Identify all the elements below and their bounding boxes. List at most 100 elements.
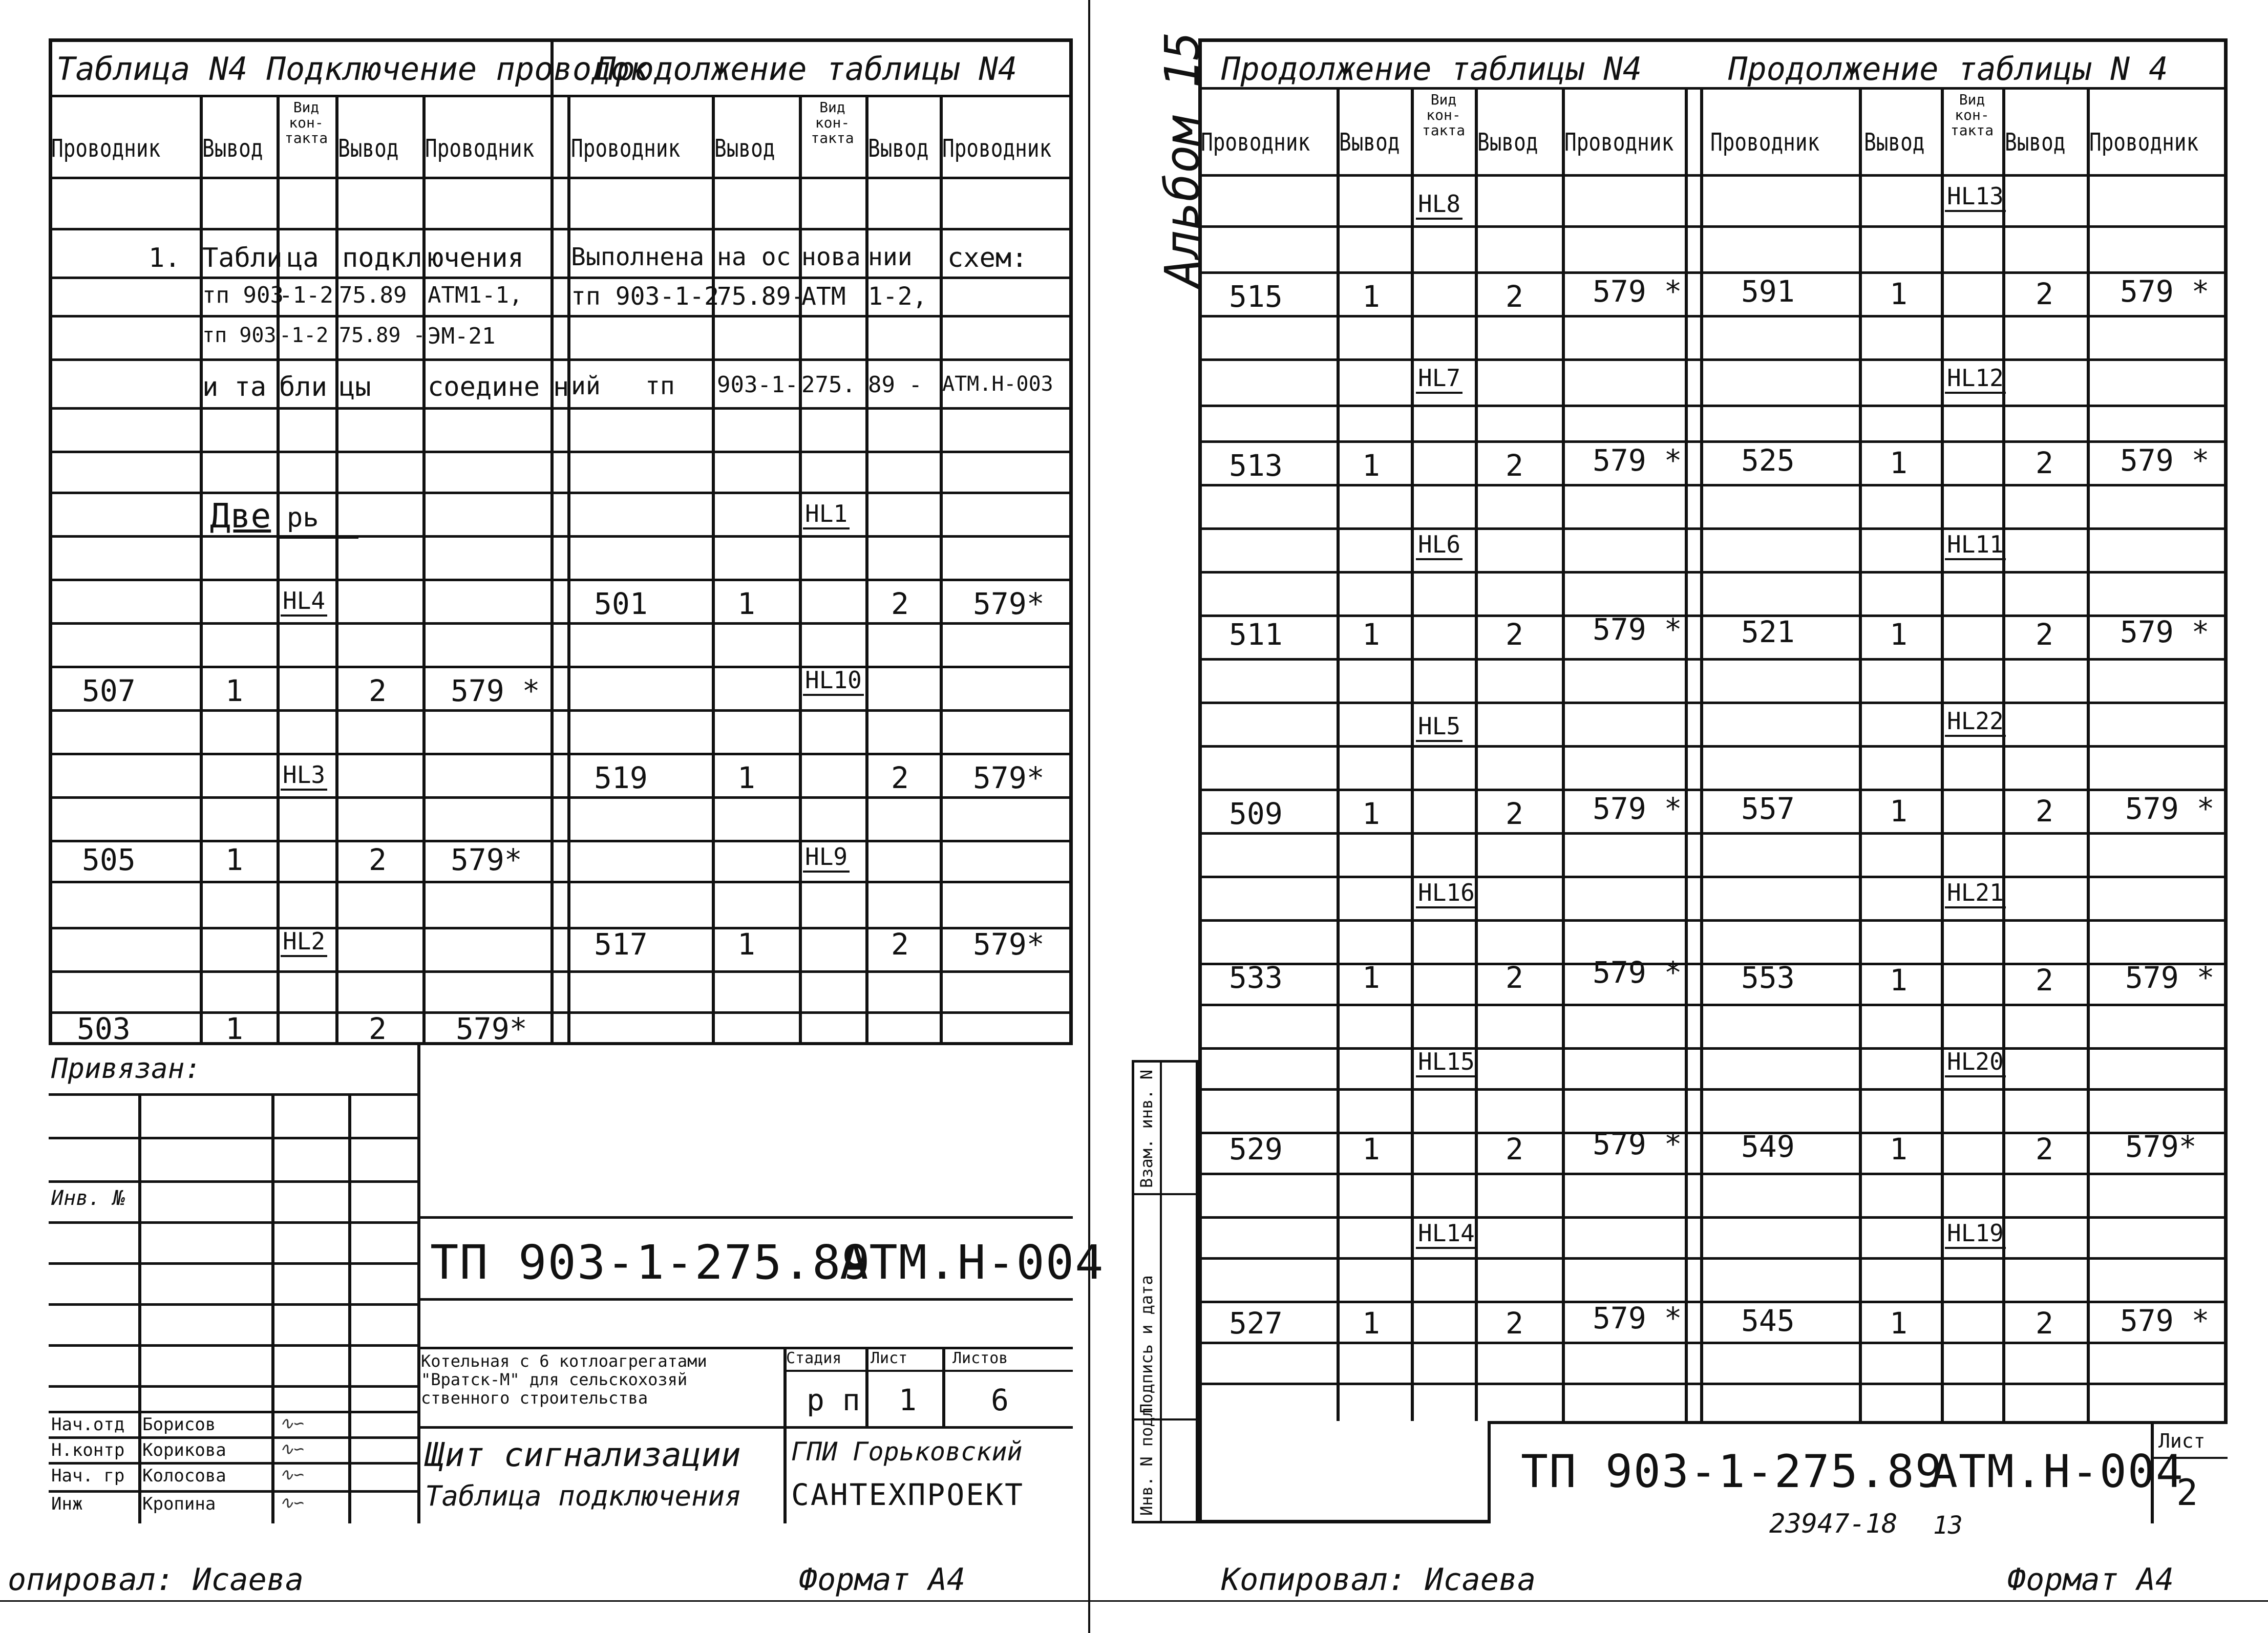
rule bbox=[2087, 87, 2090, 1421]
rule bbox=[1411, 87, 1414, 1421]
sheet-number: 2 bbox=[2176, 1472, 2198, 1514]
rule bbox=[200, 95, 203, 1042]
terminal-cell: 1 bbox=[1362, 796, 1380, 831]
hdr-conductor: Проводник bbox=[1564, 128, 1674, 157]
conductor-cell: 505 bbox=[82, 842, 136, 877]
rule bbox=[49, 1411, 417, 1413]
rule bbox=[49, 1462, 417, 1465]
conductor-cell: 501 bbox=[594, 586, 648, 621]
note-text: ЭМ-21 bbox=[428, 323, 496, 349]
rule bbox=[1198, 1383, 2228, 1385]
terminal-cell: 2 bbox=[1506, 796, 1523, 831]
rule bbox=[49, 95, 1073, 97]
rule bbox=[1198, 745, 2228, 748]
org-line-1: ГПИ Горьковский bbox=[791, 1437, 1023, 1467]
note-text: схем: bbox=[947, 243, 1028, 273]
sheet-value: 1 bbox=[899, 1383, 917, 1417]
hl-label: HL3 bbox=[281, 763, 328, 791]
rule bbox=[1198, 225, 2228, 228]
conductor-cell: 507 bbox=[82, 673, 136, 708]
terminal-cell: 2 bbox=[2036, 277, 2053, 311]
note-text: 75.89 - bbox=[339, 324, 426, 347]
rule bbox=[49, 492, 1073, 494]
dest-cell: 579 * bbox=[2120, 274, 2210, 309]
terminal-cell: 1 bbox=[1362, 448, 1380, 483]
rule bbox=[1198, 702, 2228, 704]
dest-cell: 579* bbox=[456, 1011, 527, 1046]
stamp-role: Инж bbox=[51, 1494, 83, 1514]
conductor-cell: 549 bbox=[1741, 1129, 1795, 1164]
hdr-conductor: Проводник bbox=[571, 134, 681, 163]
stamp-block bbox=[49, 1042, 1073, 1526]
terminal-cell: 1 bbox=[737, 760, 755, 795]
rule bbox=[799, 95, 802, 1042]
rule bbox=[1198, 1257, 2228, 1260]
rule bbox=[49, 970, 1073, 973]
note-text: -1-2 bbox=[279, 282, 333, 308]
hdr-contact-type: Вид кон-такта bbox=[1422, 91, 1466, 139]
dest-cell: 579* bbox=[973, 586, 1045, 621]
rule bbox=[1160, 1060, 1162, 1523]
hl-label: HL15 bbox=[1416, 1050, 1477, 1077]
note-text: цы bbox=[339, 372, 371, 402]
terminal-cell: 1 bbox=[1362, 617, 1380, 652]
footer-copied: Копировал: Исаева bbox=[1221, 1562, 1536, 1598]
rule bbox=[49, 1221, 417, 1224]
rule bbox=[2151, 1421, 2154, 1523]
side-label-replace: Взам. инв. N bbox=[1137, 1069, 1156, 1188]
rule bbox=[422, 95, 426, 1042]
sheets-value: 6 bbox=[991, 1383, 1009, 1417]
hdr-contact-type: Вид кон-такта bbox=[811, 99, 854, 146]
conductor-cell: 545 bbox=[1741, 1303, 1795, 1338]
note-text: АТМ bbox=[801, 282, 846, 311]
terminal-cell: 2 bbox=[891, 760, 909, 795]
rule bbox=[1198, 1173, 2228, 1175]
note-text: 89 - bbox=[868, 372, 922, 398]
note-text: АТМ1-1, bbox=[428, 282, 523, 308]
page-separator bbox=[1088, 0, 1090, 1633]
note-text: подкл bbox=[342, 243, 422, 273]
rule bbox=[277, 537, 358, 539]
rule bbox=[1198, 527, 2228, 530]
rule bbox=[1132, 1418, 1198, 1420]
rule bbox=[1198, 87, 2228, 90]
hdr-terminal: Вывод bbox=[202, 134, 263, 163]
terminal-cell: 1 bbox=[1890, 446, 1907, 480]
doc-code: ТП 903-1-275.89 bbox=[430, 1235, 871, 1290]
signature-icon: ∿∽ bbox=[279, 1493, 304, 1513]
rule bbox=[550, 38, 554, 1042]
terminal-cell: 1 bbox=[1362, 1132, 1380, 1167]
hl-label: HL14 bbox=[1416, 1221, 1477, 1249]
terminal-cell: 2 bbox=[1506, 279, 1523, 314]
note-text: Табли bbox=[202, 243, 283, 273]
rule bbox=[49, 753, 1073, 755]
terminal-cell: 1 bbox=[1890, 963, 1907, 998]
archive-number-2: 13 bbox=[1933, 1511, 1963, 1540]
stage-label: Стадия bbox=[786, 1349, 842, 1367]
hl-label: HL11 bbox=[1945, 533, 2006, 560]
rule bbox=[348, 1093, 351, 1523]
rule bbox=[1198, 1088, 2228, 1091]
terminal-cell: 2 bbox=[1506, 1132, 1523, 1167]
terminal-cell: 2 bbox=[369, 842, 387, 877]
conductor-cell: 553 bbox=[1741, 960, 1795, 995]
note-text: 275. bbox=[801, 372, 856, 398]
rule bbox=[49, 709, 1073, 712]
conductor-cell: 515 bbox=[1229, 279, 1283, 314]
rule bbox=[1198, 832, 2228, 835]
rule bbox=[49, 177, 1073, 179]
terminal-cell: 1 bbox=[737, 927, 755, 962]
sheet-label: Лист bbox=[2158, 1430, 2206, 1452]
terminal-cell: 1 bbox=[1362, 279, 1380, 314]
rule bbox=[49, 1093, 417, 1096]
terminal-cell: 1 bbox=[1890, 794, 1907, 829]
rule bbox=[1132, 1193, 1198, 1195]
rule bbox=[783, 1370, 1073, 1372]
note-text: 903-1- bbox=[717, 372, 798, 398]
hdr-conductor: Проводник bbox=[425, 134, 535, 163]
rule bbox=[1337, 87, 1340, 1421]
rule bbox=[1198, 658, 2228, 661]
rule bbox=[1198, 1301, 2228, 1303]
right-title-block bbox=[1488, 1421, 2228, 1523]
object-name: Котельная с 6 котлоагрегатами "Вратск-М"… bbox=[421, 1351, 707, 1408]
